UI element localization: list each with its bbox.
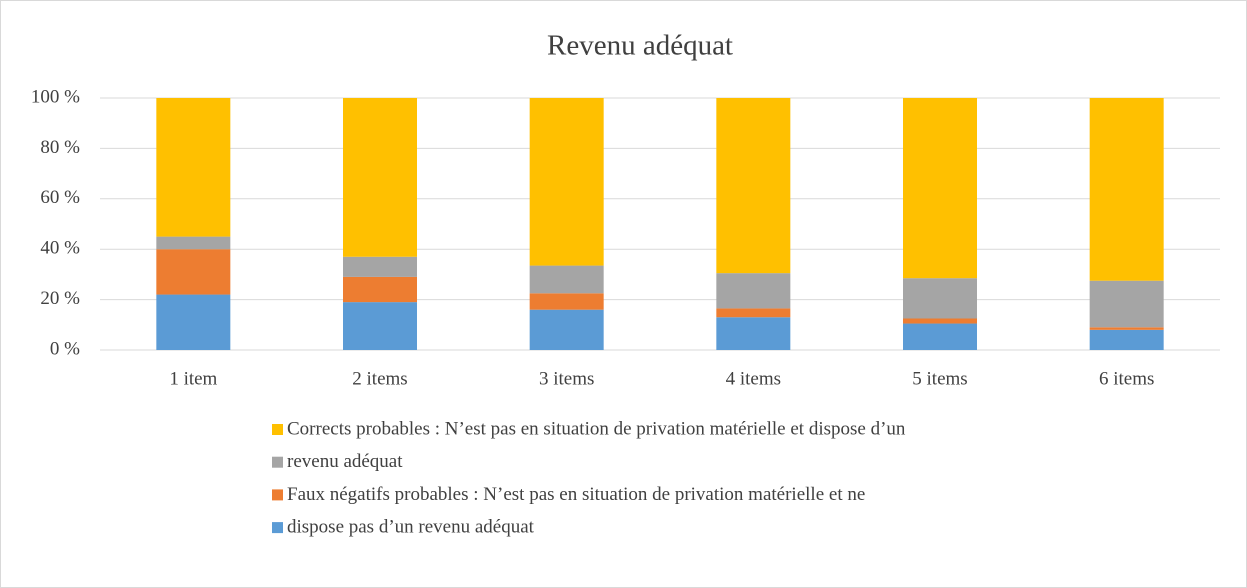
bar-segment (716, 98, 791, 274)
bar-segment (156, 294, 231, 350)
bar-segment (903, 278, 977, 319)
y-tick-label: 20 % (40, 288, 80, 309)
bar-segment (716, 273, 791, 309)
bar-segment (529, 309, 604, 350)
legend-swatch (272, 489, 283, 501)
legend-label: dispose pas d’un revenu adéquat (287, 516, 535, 537)
bar-segment (1089, 327, 1164, 330)
legend-label: Faux négatifs probables : N’est pas en s… (287, 484, 865, 505)
bar-segment (903, 323, 977, 350)
bar-segment (156, 249, 231, 295)
legend-label: revenu adéquat (287, 451, 403, 472)
y-tick-label: 0 % (50, 338, 80, 359)
x-tick-label: 2 items (352, 368, 407, 389)
legend-swatch (272, 522, 283, 534)
y-tick-label: 100 % (31, 86, 80, 107)
bar-segment (156, 98, 231, 237)
bar-segment (1089, 280, 1164, 328)
x-tick-label: 3 items (539, 368, 594, 389)
legend-label: Corrects probables : N’est pas en situat… (287, 418, 906, 439)
bar-segment (529, 265, 604, 294)
y-tick-label: 80 % (40, 137, 80, 158)
bar-segment (343, 256, 417, 277)
bar-segment (1089, 329, 1164, 350)
y-tick-label: 60 % (40, 187, 80, 208)
legend-swatch (272, 424, 283, 435)
legend-swatch (272, 456, 283, 468)
chart-title: Revenu adéquat (547, 30, 733, 62)
bar-segment (903, 318, 977, 324)
bar-segment (529, 98, 604, 266)
bar-segment (716, 308, 791, 318)
x-tick-label: 1 item (169, 368, 217, 389)
x-tick-label: 5 items (912, 368, 967, 389)
bar-segment (343, 302, 417, 350)
x-tick-label: 4 items (726, 368, 781, 389)
y-tick-label: 40 % (40, 238, 80, 259)
x-tick-label: 6 items (1099, 368, 1154, 389)
bar-segment (716, 317, 791, 350)
bar-segment (529, 293, 604, 310)
bar-segment (343, 276, 417, 303)
bar-segment (903, 98, 977, 279)
bar-segment (156, 236, 231, 250)
bar-segment (343, 98, 417, 257)
bar-segment (1089, 98, 1164, 281)
